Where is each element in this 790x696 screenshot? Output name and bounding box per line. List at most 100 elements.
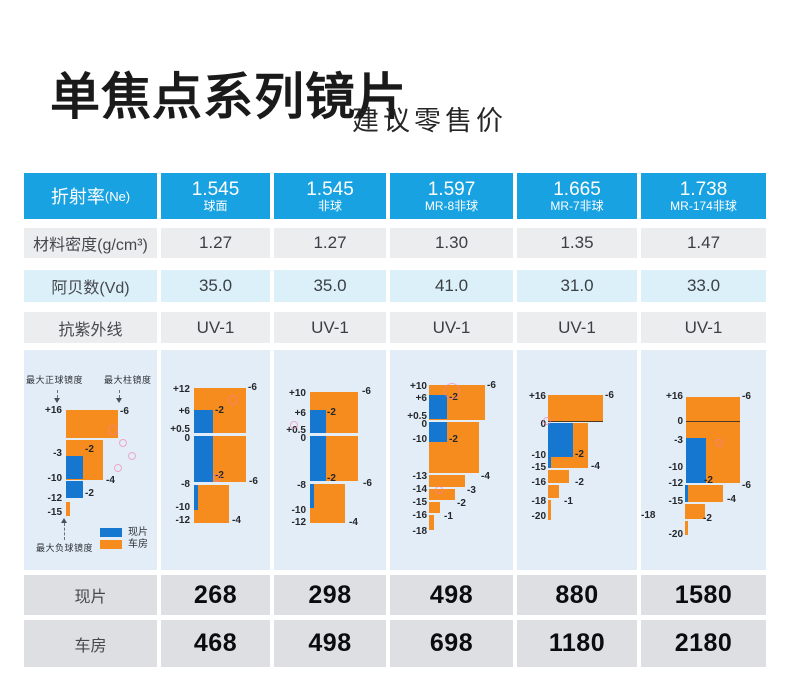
chart-tick-label: -4 xyxy=(106,475,115,486)
chart-tick-label: -6 xyxy=(248,382,257,393)
price-row-0: 现片 268 298 498 880 1580 xyxy=(24,575,766,615)
watermark-dot xyxy=(543,417,551,425)
chart-annotation: 最大正球镜度 xyxy=(26,375,84,385)
chart-block xyxy=(429,395,447,419)
spec-cell-1-4: 33.0 xyxy=(641,270,766,302)
watermark-dot xyxy=(119,439,127,447)
spec-value: 35.0 xyxy=(313,276,347,295)
spec-cell-0-3: 1.35 xyxy=(517,228,637,258)
chart-tick-label: +0.5 xyxy=(286,425,306,436)
chart-tick-label: +16 xyxy=(666,391,683,402)
chart-block xyxy=(685,521,688,535)
price-row-label: 车房 xyxy=(24,620,157,667)
chart-tick-label: -2 xyxy=(85,488,94,499)
spec-cell-2-3: UV-1 xyxy=(517,312,637,343)
chart-tick-label: 0 xyxy=(300,433,306,444)
chart-block xyxy=(429,502,440,513)
header-index-value: 1.545 xyxy=(306,179,354,200)
spec-value: 33.0 xyxy=(686,276,721,295)
chart-tick-label: -2 xyxy=(575,449,584,460)
chart-tick-label: +6 xyxy=(294,408,306,419)
spec-row-label-text: 阿贝数(Vd) xyxy=(51,280,130,297)
chart-tick-label: -4 xyxy=(232,515,241,526)
chart-cell-5: +16 -6 0 -3 -10 -12 -2 -6 -15 -4 -2 -18 -20 xyxy=(641,350,766,570)
chart-tick-label: -10 xyxy=(175,502,190,513)
chart-tick-label: -2 xyxy=(449,434,458,445)
chart-tick-label: -2 xyxy=(327,407,336,418)
price-cell-1-0: 468 xyxy=(161,620,270,667)
header-cell-0: 1.545 球面 xyxy=(161,173,270,219)
chart-tick-label: -2 xyxy=(215,405,224,416)
chart-block xyxy=(548,500,551,520)
price-value: 1580 xyxy=(674,580,733,609)
watermark-dot xyxy=(213,474,221,482)
watermark-dot xyxy=(290,421,298,429)
page-subtitle: 建议零售价 xyxy=(352,106,507,136)
chart-tick-label: -10 xyxy=(291,505,306,516)
spec-value: 1.27 xyxy=(313,233,347,252)
price-cell-1-1: 498 xyxy=(274,620,386,667)
header-index-sub: MR-174非球 xyxy=(670,199,737,213)
chart-tick-label: 0 xyxy=(184,433,190,444)
chart-block xyxy=(686,438,706,483)
header-index-sub: 球面 xyxy=(203,199,228,213)
watermark-dot xyxy=(715,439,723,447)
chart-tick-label: -8 xyxy=(181,479,190,490)
chart-tick-label: -2 xyxy=(704,475,713,486)
chart-tick-label: +6 xyxy=(178,406,190,417)
chart-block xyxy=(66,502,70,516)
chart-tick-label: -18 xyxy=(531,496,546,507)
price-cell-0-1: 298 xyxy=(274,575,386,615)
header-index-value: 1.545 xyxy=(191,179,240,200)
chart-block xyxy=(548,421,603,422)
price-row-label-text: 现片 xyxy=(74,589,107,606)
chart-cell-2: +10 -6 +6 -2 +0.5 0 -8 -2 -6 -10 -12 -4 xyxy=(274,350,386,570)
chart-block xyxy=(429,515,434,530)
spec-value: UV-1 xyxy=(311,317,349,337)
chart-block xyxy=(194,485,198,510)
price-value: 498 xyxy=(429,580,474,609)
chart-block xyxy=(548,470,569,483)
chart-tick-label: -10 xyxy=(531,450,546,461)
chart-tick-label: -4 xyxy=(349,517,358,528)
spec-value: 35.0 xyxy=(198,276,233,295)
chart-tick-label: -3 xyxy=(467,485,476,496)
watermark-dot xyxy=(128,452,136,460)
spec-value: UV-1 xyxy=(196,317,235,337)
chart-block xyxy=(548,457,551,468)
spec-cell-0-4: 1.47 xyxy=(641,228,766,258)
spec-cell-1-0: 35.0 xyxy=(161,270,270,302)
table-header-row: 折射率 (Ne) 1.545 球面 1.545 非球 1.597 MR-8非球 1.665 MR-… xyxy=(24,173,766,219)
chart-tick-label: +10 xyxy=(410,381,427,392)
dashed-arrow-line xyxy=(64,523,65,540)
chart-block xyxy=(66,481,83,498)
chart-block xyxy=(310,410,326,433)
chart-tick-label: -6 xyxy=(249,476,258,487)
header-index-sub: 非球 xyxy=(317,199,342,213)
price-cell-0-4: 1580 xyxy=(641,575,766,615)
chart-block xyxy=(685,485,688,502)
spec-value: 31.0 xyxy=(560,276,594,295)
arrow-down-icon xyxy=(54,398,60,403)
watermark-dot xyxy=(228,395,238,405)
chart-tick-label: +0.5 xyxy=(170,424,190,435)
chart-block xyxy=(686,421,740,422)
chart-tick-label: -4 xyxy=(591,461,600,472)
header-cell-3: 1.665 MR-7非球 xyxy=(517,173,637,219)
arrow-up-icon xyxy=(61,518,67,523)
legend-label-1: 车房 xyxy=(128,539,148,550)
chart-tick-label: -13 xyxy=(412,471,427,482)
spec-cell-0-2: 1.30 xyxy=(390,228,513,258)
chart-tick-label: -6 xyxy=(120,406,129,417)
chart-tick-label: -15 xyxy=(47,507,62,518)
chart-tick-label: -15 xyxy=(531,462,546,473)
chart-tick-label: -15 xyxy=(412,497,427,508)
chart-block xyxy=(548,485,559,498)
legend-swatch-1 xyxy=(100,540,122,549)
refractive-index-unit: (Ne) xyxy=(104,188,131,204)
chart-block xyxy=(310,436,326,481)
dashed-arrow-line xyxy=(119,390,120,398)
chart-annotation: 最大柱镜度 xyxy=(104,375,152,385)
price-value: 1180 xyxy=(548,629,606,657)
chart-block xyxy=(548,423,573,457)
